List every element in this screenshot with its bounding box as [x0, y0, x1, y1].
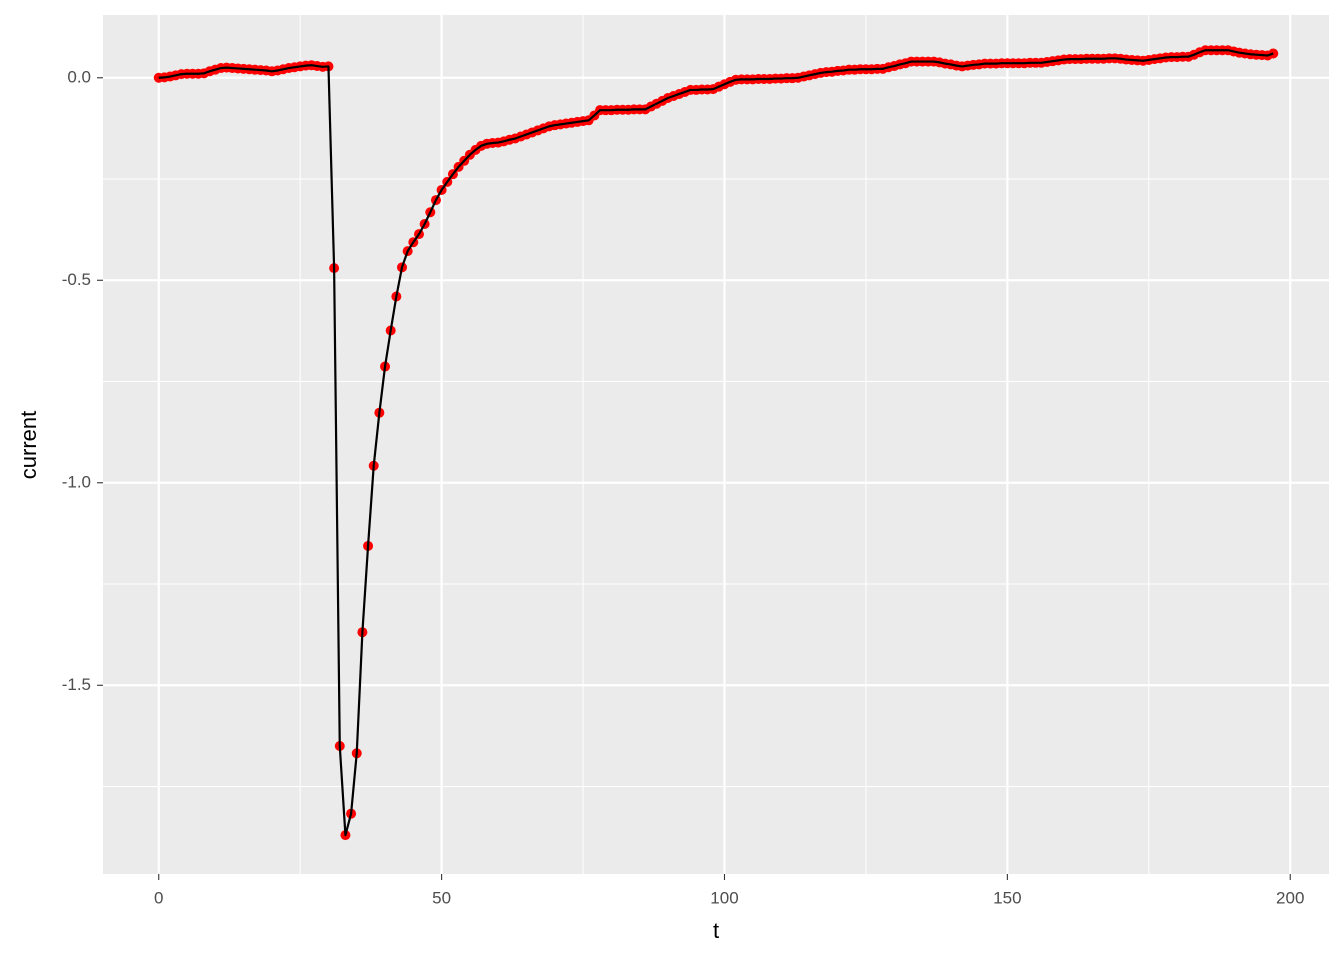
y-tick-label: 0.0 — [67, 67, 91, 86]
panel — [103, 15, 1329, 874]
x-axis-title: t — [713, 918, 719, 943]
x-tick-label: 100 — [710, 888, 738, 907]
y-tick-label: -0.5 — [62, 270, 91, 289]
y-tick-label: -1.0 — [62, 472, 91, 491]
x-tick-label: 50 — [432, 888, 451, 907]
x-tick-label: 200 — [1276, 888, 1304, 907]
x-tick-label: 150 — [993, 888, 1021, 907]
x-tick-label: 0 — [154, 888, 163, 907]
y-axis-title: current — [16, 411, 41, 479]
point — [1268, 48, 1279, 59]
line — [158, 49, 1274, 837]
y-tick-label: -1.5 — [62, 675, 91, 694]
